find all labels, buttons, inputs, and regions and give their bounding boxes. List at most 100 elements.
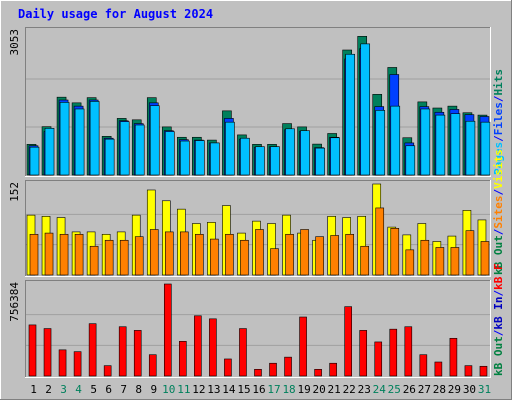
bar-pages [330,137,340,176]
bar-kbf [404,326,413,377]
bar-kbf [464,365,473,377]
x-tick-label: 26 [403,383,416,396]
bar-pages [405,145,416,176]
x-tick-label: 27 [418,383,431,396]
x-tick-label: 28 [433,383,446,396]
bar-kbf [269,362,277,377]
bar-sites [330,235,339,276]
x-tick-label: 3 [60,383,67,396]
bar-kbf [209,318,217,377]
x-tick-label: 29 [448,383,461,396]
x-tick-label: 8 [135,383,142,396]
bar-kbf [479,365,488,377]
bar-sites [345,233,354,276]
legend-entry: kB F [492,263,505,290]
bar-pages [450,113,461,176]
panel-kbytes-legend: kB Out/kB In/kB F [492,263,505,376]
x-tick-label: 5 [90,383,97,396]
x-tick-label: 11 [177,383,190,396]
bar-kbf [284,356,292,377]
bar-pages [270,146,280,176]
bar-pages [225,121,235,176]
x-tick-label: 20 [313,383,326,396]
bar-kbf [179,341,187,377]
bar-kbf [133,330,142,377]
x-tick-label: 7 [120,383,127,396]
bar-pages [164,131,175,176]
bar-sites [450,247,460,276]
bar-kbf [389,328,398,377]
bar-sites [59,233,69,276]
bar-pages [345,53,355,176]
bar-pages [285,128,295,176]
bar-kbf [254,369,262,377]
x-tick-label: 13 [207,383,220,396]
bar-pages [210,142,220,176]
bar-pages [59,102,70,176]
x-tick-label: 23 [358,383,371,396]
bar-pages [119,121,130,176]
bar-pages [435,114,446,176]
panel-kbytes-ymax-label: 756384 [8,282,21,322]
bar-pages [390,105,401,176]
bar-sites [164,231,174,276]
x-tick-label: 2 [45,383,52,396]
bar-pages [315,147,325,176]
panel-kbytes-plot-area [25,280,491,378]
x-tick-label: 21 [328,383,341,396]
x-tick-label: 12 [192,383,205,396]
bar-kbf [103,365,112,377]
bar-pages [255,146,265,176]
legend-entry: Files [492,102,505,135]
panel-traffic-ymax-label: 3053 [8,29,21,56]
bar-pages [74,108,85,176]
x-tick-label: 9 [150,383,157,396]
bar-kbf [374,341,383,377]
bar-kbf [118,326,127,377]
chart-title: Daily usage for August 2024 [18,7,213,21]
bar-sites [89,245,99,276]
bar-kbf [239,328,247,377]
bar-pages [44,128,55,176]
x-tick-label: 24 [373,383,387,396]
x-tick-label: 6 [105,383,112,396]
x-tick-label: 10 [162,383,175,396]
bar-pages [134,124,145,176]
legend-entry: Visits [492,149,505,189]
legend-entry: Sites [492,196,505,229]
bar-kbf [359,330,368,377]
bar-kbf [419,354,428,377]
bar-kbf [299,316,307,377]
bar-sites [420,239,430,276]
bar-kbf [88,323,97,377]
x-axis-labels: 1 2 3 4 5 6 7 8 9 10 11 12 13 14 15 16 17 18 19 20 21 22 23 24 2… [30,383,491,396]
legend-entry: Pages [492,142,505,175]
bar-kbf [194,315,202,377]
bar-sites [315,236,324,276]
legend-entry: / [492,290,505,297]
bar-sites [104,239,114,276]
bar-sites [375,207,385,276]
x-tick-label: 22 [343,383,356,396]
bar-pages [375,110,386,176]
bar-pages [420,108,431,176]
x-tick-label: 16 [252,383,265,396]
bar-sites [255,229,264,276]
bar-sites [29,233,39,276]
bar-pages [195,140,205,176]
bar-sites [300,229,309,276]
bar-kbf [73,351,82,377]
bar-sites [134,236,144,276]
bar-pages [240,137,250,176]
bar-kbf [28,324,37,377]
bar-pages [465,120,476,176]
legend-entry: / [492,228,505,235]
bar-sites [435,247,445,276]
bar-pages [149,105,160,176]
legend-entry: Hits [492,69,505,96]
x-tick-label: 15 [237,383,250,396]
bar-kbf [148,354,157,377]
